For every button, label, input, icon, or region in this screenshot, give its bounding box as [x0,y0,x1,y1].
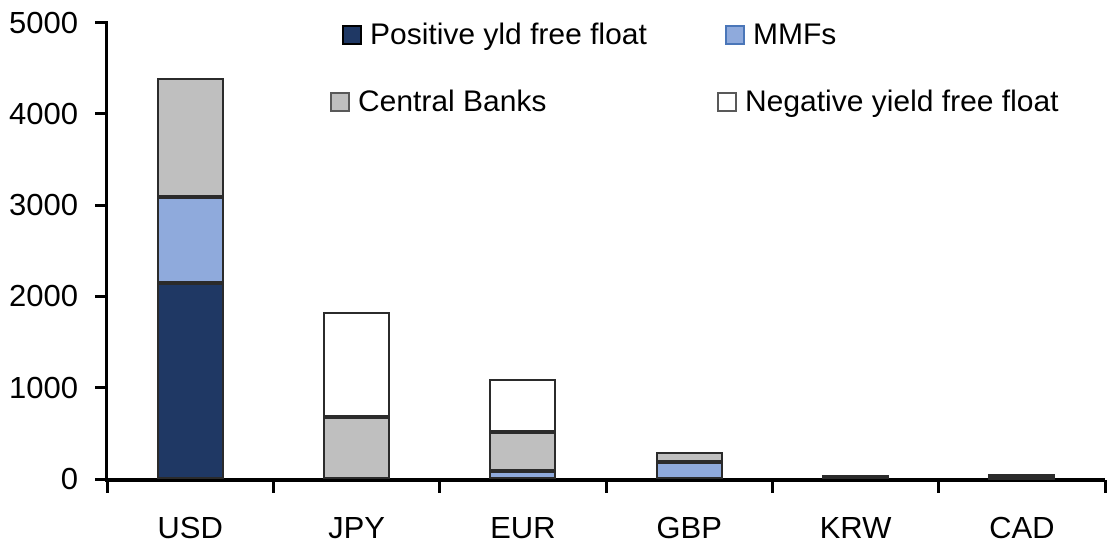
y-axis-tick [95,477,107,481]
legend-label-negative-yield-free-float: Negative yield free float [745,85,1059,118]
y-axis-tick-label: 0 [60,461,78,496]
y-axis-tick [95,386,107,390]
y-axis-tick [95,294,107,298]
y-axis-tick-label: 3000 [9,187,78,223]
x-axis-tick [770,480,774,493]
legend-swatch-positive-yld-free-float [342,25,362,45]
bar-segment-usd-positive-yld-free-float [156,282,224,479]
y-axis-tick-label: 1000 [9,369,78,405]
bar-segment-krw-positive-yld-free-float [822,475,889,480]
y-axis-tick [95,112,107,116]
legend-swatch-mmfs [725,25,745,45]
bar-segment-eur-central-banks [489,432,557,471]
y-axis-tick-label: 4000 [9,95,78,131]
bar-segment-gbp-mmfs [655,461,723,479]
x-axis-category-label: KRW [819,510,892,545]
legend-item-central-banks: Central Banks [330,84,546,120]
y-axis-tick-label: 2000 [9,278,78,314]
x-axis-category-label: USD [157,510,223,545]
y-axis-tick [95,21,107,24]
legend-label-positive-yld-free-float: Positive yld free float [370,18,647,51]
legend-label-central-banks: Central Banks [358,85,547,118]
legend-label-mmfs: MMFs [753,18,837,51]
x-axis-category-label: EUR [490,510,556,545]
legend-item-positive-yld-free-float: Positive yld free float [342,17,647,53]
bar-segment-usd-mmfs [156,196,224,283]
legend-item-mmfs: MMFs [725,17,836,53]
y-axis-tick-label: 5000 [9,4,78,40]
x-axis-category-label: CAD [989,510,1055,545]
legend-swatch-central-banks [330,92,350,112]
x-axis-tick [604,480,608,493]
bar-segment-eur-mmfs [489,470,557,479]
bar-segment-cad-central-banks [988,473,1056,478]
y-axis-line [105,21,108,482]
bar-segment-usd-central-banks [156,78,224,197]
y-axis-tick [95,203,107,207]
x-axis-category-label: GBP [656,510,722,545]
x-axis-category-label: JPY [328,510,385,545]
legend-item-negative-yield-free-float: Negative yield free float [717,84,1059,120]
x-axis-tick [937,480,941,493]
bar-segment-gbp-central-banks [655,451,723,462]
legend-swatch-negative-yield-free-float [717,92,737,112]
bar-segment-eur-negative-yield-free-float [489,378,557,433]
bar-segment-jpy-central-banks [323,416,390,479]
x-axis-tick [438,480,442,493]
x-axis-tick [271,480,275,493]
x-axis-tick [1103,480,1107,493]
bar-segment-jpy-negative-yield-free-float [323,311,390,417]
x-axis-tick [105,480,109,493]
